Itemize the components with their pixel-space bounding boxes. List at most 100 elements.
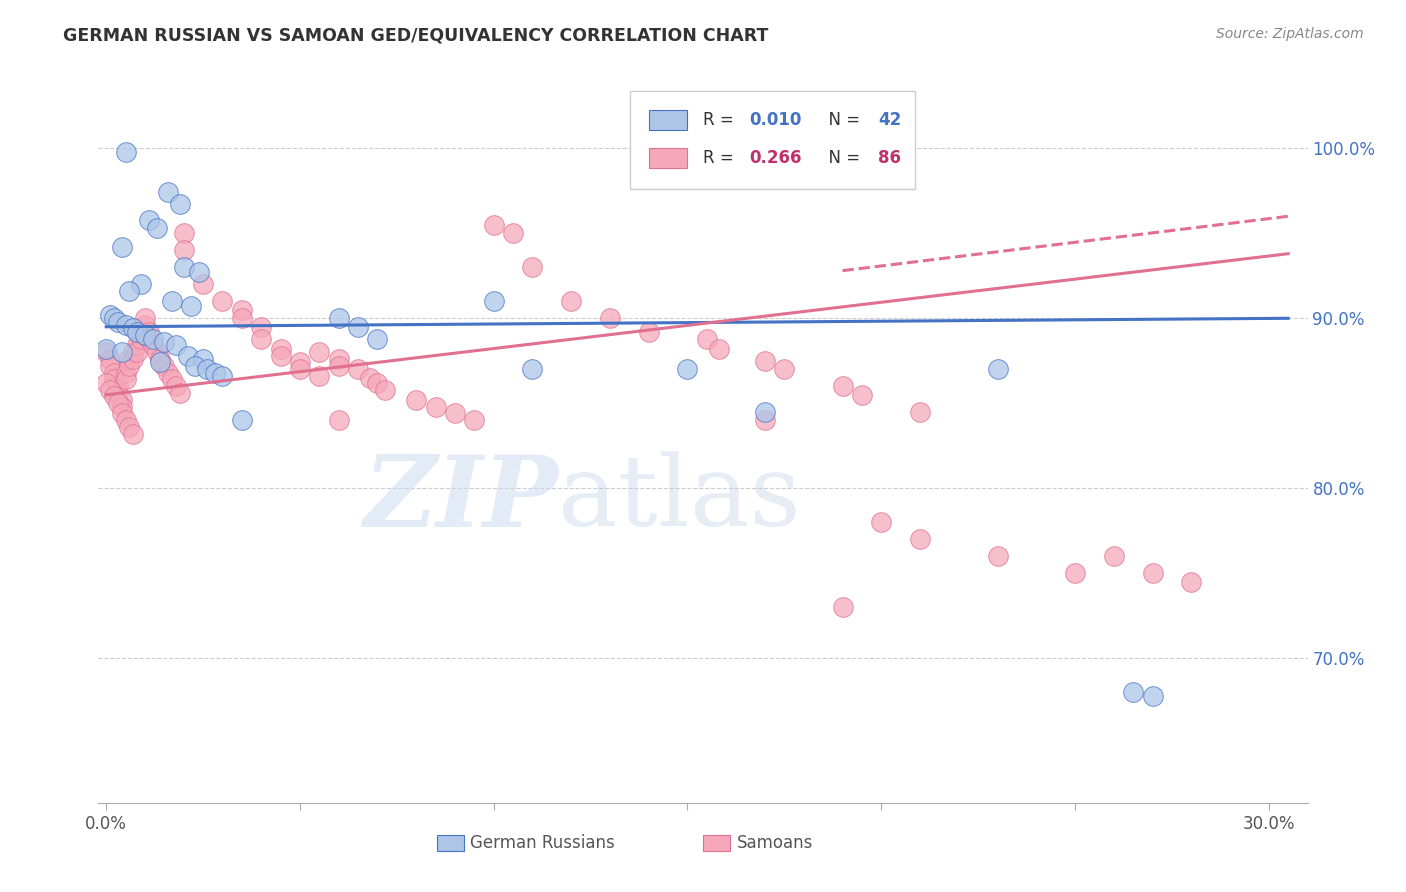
Point xyxy=(773,362,796,376)
Point xyxy=(522,260,544,275)
Point xyxy=(96,345,118,359)
Point xyxy=(111,400,134,414)
Point xyxy=(98,359,121,373)
Point xyxy=(250,319,273,334)
Text: R =: R = xyxy=(703,111,740,129)
Point xyxy=(114,318,136,332)
Point xyxy=(482,294,505,309)
Point xyxy=(707,342,730,356)
Point xyxy=(188,265,211,279)
Text: N =: N = xyxy=(818,111,865,129)
Point xyxy=(180,299,202,313)
Point xyxy=(482,218,505,232)
Text: 86: 86 xyxy=(879,149,901,168)
Point xyxy=(176,349,198,363)
Point xyxy=(1142,689,1164,703)
Bar xyxy=(437,835,464,851)
Point xyxy=(153,359,176,373)
Point xyxy=(366,332,388,346)
Point xyxy=(851,388,873,402)
Point xyxy=(138,332,160,346)
Text: 0.266: 0.266 xyxy=(749,149,801,168)
Point xyxy=(754,353,776,368)
Point xyxy=(103,389,125,403)
Point xyxy=(127,338,149,352)
Point xyxy=(522,362,544,376)
Point xyxy=(142,332,165,346)
Point xyxy=(347,362,370,376)
Point xyxy=(908,405,931,419)
Point xyxy=(270,342,292,356)
Point xyxy=(98,308,121,322)
Point xyxy=(107,315,129,329)
Point xyxy=(1122,685,1144,699)
Text: R =: R = xyxy=(703,149,740,168)
Text: Samoans: Samoans xyxy=(737,834,813,852)
Bar xyxy=(648,110,688,130)
Point xyxy=(165,379,187,393)
Point xyxy=(122,321,145,335)
Point xyxy=(328,413,350,427)
Point xyxy=(347,319,370,334)
Point xyxy=(908,533,931,547)
Point xyxy=(122,345,145,359)
Point xyxy=(98,352,121,367)
Point xyxy=(359,371,381,385)
Point xyxy=(169,386,191,401)
Text: German Russians: German Russians xyxy=(470,834,614,852)
Point xyxy=(560,294,582,309)
Bar xyxy=(648,148,688,169)
Point xyxy=(127,325,149,339)
Point xyxy=(986,362,1008,376)
Point xyxy=(118,352,141,367)
Bar xyxy=(703,835,730,851)
Point xyxy=(204,366,226,380)
Point xyxy=(366,376,388,390)
Text: N =: N = xyxy=(818,149,865,168)
Point xyxy=(195,362,218,376)
Point xyxy=(831,379,853,393)
Point xyxy=(160,372,183,386)
Point xyxy=(328,359,350,373)
Point xyxy=(374,383,396,397)
Point xyxy=(114,413,136,427)
Point xyxy=(463,413,485,427)
Point xyxy=(502,227,524,241)
Point xyxy=(107,396,129,410)
Point xyxy=(250,332,273,346)
Point xyxy=(129,332,152,346)
Point xyxy=(676,362,699,376)
Text: atlas: atlas xyxy=(558,451,800,547)
Point xyxy=(160,294,183,309)
Point xyxy=(165,338,187,352)
Point xyxy=(107,379,129,393)
Point xyxy=(288,355,311,369)
Point xyxy=(831,600,853,615)
Point xyxy=(145,345,167,359)
Point xyxy=(211,294,233,309)
Point xyxy=(96,342,118,356)
Point xyxy=(149,355,172,369)
Point xyxy=(425,400,447,414)
Point xyxy=(599,311,621,326)
Point xyxy=(96,376,118,390)
Text: Source: ZipAtlas.com: Source: ZipAtlas.com xyxy=(1216,27,1364,41)
Point xyxy=(129,277,152,292)
Point xyxy=(754,405,776,419)
Point xyxy=(118,359,141,373)
Point xyxy=(1102,549,1125,564)
Point xyxy=(118,420,141,434)
Point xyxy=(191,352,214,367)
Point xyxy=(134,328,156,343)
Point xyxy=(129,325,152,339)
Point xyxy=(157,186,180,200)
Point xyxy=(103,311,125,326)
Point xyxy=(127,345,149,359)
Text: ZIP: ZIP xyxy=(363,451,558,548)
Point xyxy=(134,311,156,326)
Point xyxy=(328,311,350,326)
Text: 0.010: 0.010 xyxy=(749,111,801,129)
Point xyxy=(1180,574,1202,589)
Point xyxy=(149,352,172,367)
Point xyxy=(696,332,718,346)
